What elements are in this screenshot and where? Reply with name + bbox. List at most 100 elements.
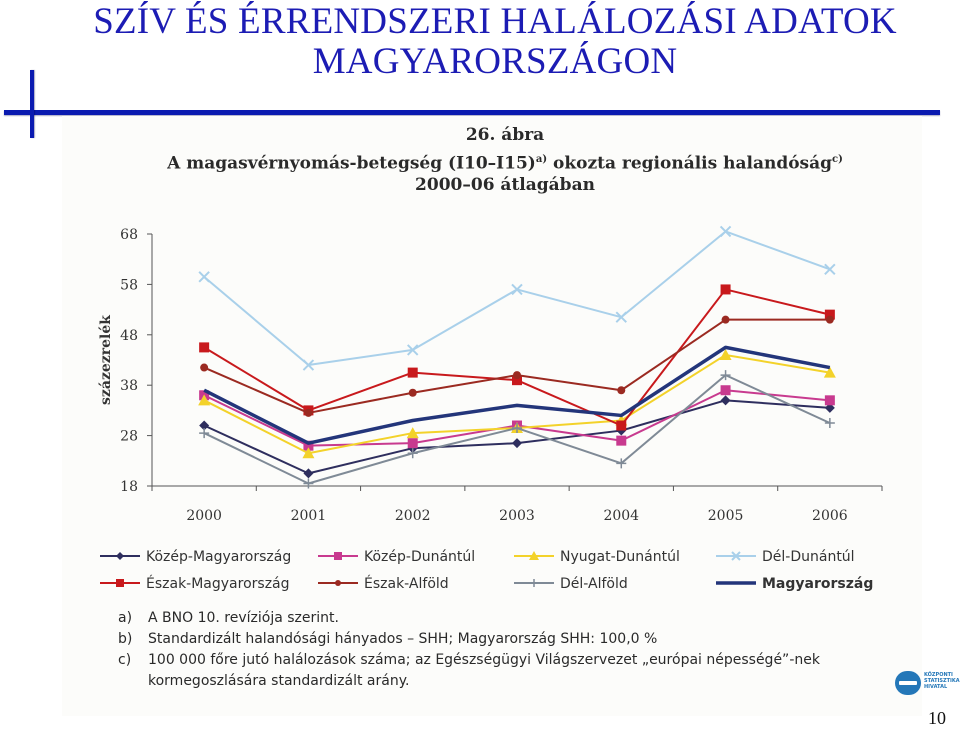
data-point (334, 552, 342, 560)
data-point (303, 478, 314, 489)
data-point (302, 447, 315, 459)
data-point (407, 448, 418, 459)
data-point (512, 423, 522, 434)
data-point (721, 315, 730, 324)
data-point (719, 225, 732, 238)
y-tick-label: 28 (120, 429, 138, 445)
data-point (530, 579, 538, 587)
data-point (303, 440, 314, 451)
data-point (824, 395, 835, 406)
logo-bar (899, 681, 917, 685)
data-point (617, 386, 626, 395)
data-point (824, 263, 836, 275)
note-text: A BNO 10. revíziója szerint. (148, 610, 339, 626)
data-point (529, 551, 539, 560)
title-vertical-rule (30, 70, 34, 138)
ksh-logo-text: KÖZPONTI STATISZTIKAI HIVATAL (924, 672, 960, 690)
x-tick-label: 2003 (499, 508, 535, 524)
figure-title-main: A magasvérnyomás-betegség (I10–I15) (167, 153, 536, 174)
data-point (200, 363, 209, 372)
data-point (407, 438, 418, 449)
data-point (302, 359, 315, 371)
data-point (720, 395, 731, 406)
figure-notes: a) A BNO 10. revíziója szerint. b) Stand… (118, 608, 878, 692)
note-c: c) 100 000 főre jutó halálozások száma; … (118, 650, 878, 671)
data-point (198, 271, 210, 283)
note-b: b) Standardizált halandósági hányados – … (118, 629, 878, 650)
legend-label: Magyarország (762, 576, 873, 592)
data-point (720, 370, 731, 381)
data-point (199, 342, 210, 353)
data-point (199, 428, 210, 439)
legend-label: Észak-Alföld (364, 575, 449, 592)
note-key: a) (118, 610, 133, 626)
data-point (406, 427, 419, 439)
logo-text-line: HIVATAL (924, 684, 948, 690)
data-point (116, 579, 124, 587)
figure-label: 26. ábra (465, 125, 545, 145)
legend-label: Észak-Magyarország (146, 575, 290, 592)
note-key: b) (118, 631, 133, 647)
slide-title-line-2: MAGYARORSZÁGON (312, 41, 678, 82)
title-underline (4, 110, 940, 115)
x-tick-label: 2004 (603, 508, 639, 524)
y-tick-label: 48 (120, 328, 138, 344)
logo-text-line: KÖZPONTI (924, 672, 953, 678)
page-number: 10 (928, 708, 946, 728)
series-line (203, 230, 831, 367)
data-point (513, 371, 521, 380)
y-tick-label: 38 (120, 378, 138, 394)
data-point (512, 438, 522, 449)
data-point (823, 366, 836, 378)
y-tick-label: 18 (120, 479, 138, 495)
data-point (616, 435, 627, 446)
data-point (720, 284, 731, 295)
figure-title-sup-c: c) (832, 154, 843, 165)
logo-text-line: STATISZTIKAI (924, 678, 960, 684)
data-point (720, 385, 731, 396)
series-line (203, 318, 830, 414)
y-tick-label: 68 (120, 227, 138, 243)
x-tick-label: 2000 (186, 508, 222, 524)
legend-label: Dél-Alföld (560, 576, 628, 592)
x-tick-label: 2005 (708, 508, 744, 524)
figure-title-mid: okozta regionális halandóság (547, 153, 833, 174)
note-text: 100 000 főre jutó halálozások száma; az … (148, 652, 820, 668)
data-point (407, 344, 419, 356)
ksh-logo-icon (895, 671, 921, 695)
slide-title-line-1: SZÍV ÉS ÉRRENDSZERI HALÁLOZÁSI ADATOK (93, 1, 897, 42)
series-line (203, 345, 831, 445)
legend-label: Dél-Dunántúl (762, 549, 855, 565)
y-tick-label: 58 (120, 277, 138, 293)
figure-title-sup-a: a) (535, 154, 548, 165)
note-text: Standardizált halandósági hányados – SHH… (148, 631, 658, 647)
data-point (616, 420, 627, 431)
legend-label: Közép-Dunántúl (364, 549, 475, 565)
data-point (408, 388, 417, 397)
note-c-continued: kormegoszlására standardizált arány. (148, 673, 410, 689)
data-point (116, 552, 124, 560)
data-point (731, 551, 741, 561)
x-tick-label: 2002 (395, 508, 431, 524)
x-tick-label: 2001 (291, 508, 327, 524)
data-point (824, 309, 835, 320)
x-tick-label: 2006 (812, 508, 848, 524)
data-point (824, 402, 835, 413)
figure-title-line-1: A magasvérnyomás-betegség (I10–I15)a) ok… (150, 149, 860, 175)
data-point (303, 468, 314, 479)
legend-label: Nyugat-Dunántúl (560, 549, 680, 565)
y-axis-label: százezrelék (98, 315, 114, 405)
note-key: c) (118, 652, 132, 668)
data-point (511, 283, 523, 296)
data-point (199, 420, 210, 431)
data-point (407, 367, 418, 378)
data-point (825, 315, 834, 324)
data-point (824, 418, 835, 428)
note-a: a) A BNO 10. revíziója szerint. (118, 608, 878, 629)
data-point (198, 394, 211, 406)
legend-label: Közép-Magyarország (146, 549, 291, 565)
data-point (512, 375, 522, 386)
data-point (304, 408, 313, 417)
data-point (615, 311, 627, 323)
